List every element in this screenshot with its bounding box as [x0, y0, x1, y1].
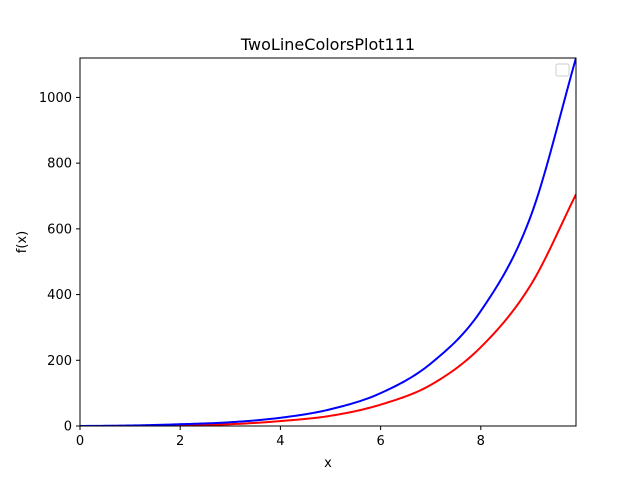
y-tick-label: 600: [47, 222, 72, 237]
series-line-2: [80, 58, 576, 426]
y-tick-label: 200: [47, 354, 72, 369]
x-axis-label: x: [324, 456, 332, 471]
x-tick-label: 4: [276, 434, 284, 449]
y-axis-label: f(x): [15, 231, 30, 253]
x-tick-label: 8: [477, 434, 485, 449]
y-tick-label: 1000: [39, 91, 72, 106]
y-tick-label: 800: [47, 157, 72, 172]
x-tick-label: 6: [376, 434, 384, 449]
x-tick-label: 0: [76, 434, 84, 449]
plot-area: [80, 58, 576, 426]
chart-title: TwoLineColorsPlot111: [240, 35, 415, 54]
legend-box: [555, 63, 570, 77]
y-tick-label: 0: [64, 420, 72, 435]
y-tick-label: 400: [47, 288, 72, 303]
x-tick-label: 2: [176, 434, 184, 449]
axis-ticks: 0 2 4 6 8 0 200 400 600 800 1000: [39, 91, 485, 449]
axes-frame: [79, 57, 577, 427]
